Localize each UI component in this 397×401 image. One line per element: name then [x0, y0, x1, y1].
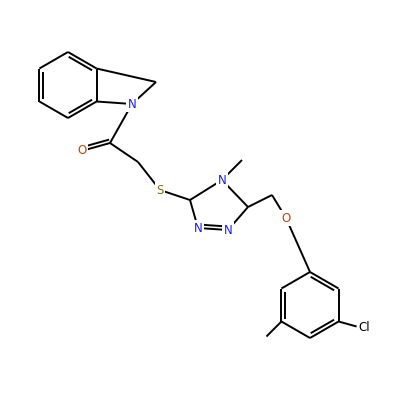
Text: N: N [127, 97, 137, 111]
Text: O: O [281, 211, 291, 225]
Text: O: O [77, 144, 87, 156]
Text: Cl: Cl [359, 321, 370, 334]
Text: N: N [218, 174, 226, 186]
Text: N: N [224, 223, 232, 237]
Text: N: N [194, 221, 202, 235]
Text: S: S [156, 184, 164, 196]
